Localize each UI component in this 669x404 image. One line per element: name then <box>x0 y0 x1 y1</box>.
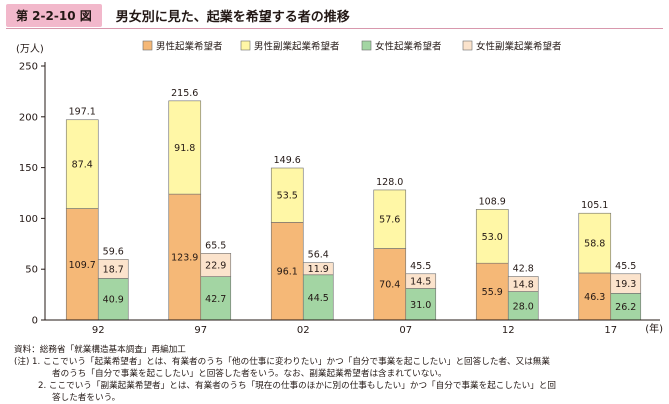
label-male-side-17: 58.8 <box>584 239 605 250</box>
bar-female-side-07 <box>405 273 437 289</box>
label-female-total-97: 65.5 <box>205 240 226 251</box>
label-female-side-12: 14.8 <box>513 280 534 291</box>
label-female-entrepreneur-97: 42.7 <box>205 294 226 305</box>
legend-swatch-1 <box>240 40 251 51</box>
bar-female-entrepreneur-17 <box>610 293 642 321</box>
legend-swatch-0 <box>142 40 153 51</box>
x-tick-label-92: 92 <box>92 325 105 336</box>
label-female-entrepreneur-12: 28.0 <box>513 301 534 312</box>
bar-female-side-92 <box>97 259 129 279</box>
label-male-total-07: 128.0 <box>376 177 403 188</box>
bar-male-side-12 <box>475 209 509 264</box>
label-male-side-12: 53.0 <box>482 232 503 243</box>
label-male-entrepreneur-17: 46.3 <box>584 292 605 303</box>
y-tick-label-50: 50 <box>25 265 38 276</box>
label-male-side-97: 91.8 <box>174 143 195 154</box>
label-female-entrepreneur-02: 44.5 <box>308 293 329 304</box>
chart-notes: 資料：総務省「就業構造基本調査」再編加工 (注) 1. ここでいう「起業希望者」… <box>14 344 664 404</box>
label-female-total-92: 59.6 <box>103 246 124 257</box>
y-tick-label-100: 100 <box>19 214 38 225</box>
label-female-total-17: 45.5 <box>615 261 636 272</box>
figure-title: 男女別に見た、起業を希望する者の推移 <box>115 9 350 25</box>
note-2-line-1: 2. ここでいう「副業起業希望者」とは、有業者のうち「現在の仕事のほかに別の仕事… <box>38 381 556 391</box>
note-1-line-1: (注) 1. ここでいう「起業希望者」とは、有業者のうち「他の仕事に変わりたい」… <box>14 357 550 367</box>
label-male-side-92: 87.4 <box>72 160 93 171</box>
bar-female-side-17 <box>610 273 642 294</box>
x-tick-label-12: 12 <box>502 325 515 336</box>
x-tick-label-07: 07 <box>399 325 412 336</box>
bar-male-side-07 <box>373 189 407 249</box>
bar-male-entrepreneur-02 <box>270 222 304 321</box>
y-tick-label-0: 0 <box>32 316 38 327</box>
title-divider <box>6 28 663 29</box>
legend-label-2: 女性起業希望者 <box>375 41 442 53</box>
label-male-entrepreneur-02: 96.1 <box>277 267 298 278</box>
note-2-line-2: 答した者をいう。 <box>52 393 121 403</box>
bar-male-entrepreneur-07 <box>373 248 407 321</box>
bar-male-side-02 <box>270 167 304 223</box>
legend-swatch-2 <box>361 40 372 51</box>
label-male-total-02: 149.6 <box>274 155 301 166</box>
label-male-total-17: 105.1 <box>581 200 608 211</box>
label-male-side-07: 57.6 <box>379 215 400 226</box>
bar-male-entrepreneur-92 <box>65 208 99 321</box>
label-female-side-97: 22.9 <box>205 260 226 271</box>
bar-male-side-92 <box>65 119 99 209</box>
bar-male-side-17 <box>578 212 612 274</box>
label-male-entrepreneur-92: 109.7 <box>69 260 96 271</box>
legend-swatch-3 <box>462 40 473 51</box>
label-male-side-02: 53.5 <box>277 191 298 202</box>
label-female-entrepreneur-92: 40.9 <box>103 295 124 306</box>
label-male-entrepreneur-97: 123.9 <box>171 253 198 264</box>
label-female-side-02: 11.9 <box>308 264 329 275</box>
x-tick-label-97: 97 <box>194 325 207 336</box>
label-female-side-92: 18.7 <box>103 264 124 275</box>
source-note: 資料：総務省「就業構造基本調査」再編加工 <box>14 345 186 355</box>
y-tick-label-200: 200 <box>19 112 38 123</box>
label-male-total-92: 197.1 <box>69 107 96 118</box>
label-female-total-02: 56.4 <box>308 250 329 261</box>
legend-label-1: 男性副業起業希望者 <box>254 41 340 53</box>
y-axis-unit-label: (万人) <box>16 43 44 55</box>
y-tick-label-150: 150 <box>19 163 38 174</box>
bar-female-side-02 <box>302 262 334 276</box>
bar-female-side-97 <box>200 253 232 277</box>
figure-header: 第 2-2-10 図 男女別に見た、起業を希望する者の推移 <box>6 3 350 27</box>
bar-male-entrepreneur-97 <box>168 193 202 321</box>
stacked-bar-chart: 109.7 87.4 197.1 40.9 18.7 59.6 123.9 91.8 215.6… <box>16 40 663 337</box>
label-female-side-17: 19.3 <box>615 279 636 290</box>
x-tick-label-02: 02 <box>297 325 310 336</box>
legend-label-0: 男性起業希望者 <box>156 41 223 53</box>
bar-female-side-12 <box>507 276 539 292</box>
x-axis-unit-label: (年) <box>645 322 663 335</box>
label-female-entrepreneur-07: 31.0 <box>410 300 431 311</box>
bar-female-entrepreneur-07 <box>405 288 437 321</box>
label-male-entrepreneur-07: 70.4 <box>379 280 400 291</box>
figure-number-badge: 第 2-2-10 図 <box>6 3 102 27</box>
label-male-total-97: 215.6 <box>171 88 198 99</box>
x-tick-label-17: 17 <box>604 325 617 336</box>
label-female-entrepreneur-17: 26.2 <box>615 302 636 313</box>
label-male-entrepreneur-12: 55.9 <box>482 287 503 298</box>
note-1-line-2: 者のうち「自分で事業を起こしたい」と回答した者をいう。なお、副業起業希望者は含ま… <box>52 369 447 379</box>
y-tick-label-250: 250 <box>19 62 38 73</box>
label-female-total-07: 45.5 <box>410 261 431 272</box>
label-female-total-12: 42.8 <box>513 264 534 275</box>
label-male-total-12: 108.9 <box>479 196 506 207</box>
bar-male-side-97 <box>168 100 202 195</box>
legend-label-3: 女性副業起業希望者 <box>476 41 562 53</box>
label-female-side-07: 14.5 <box>410 277 431 288</box>
